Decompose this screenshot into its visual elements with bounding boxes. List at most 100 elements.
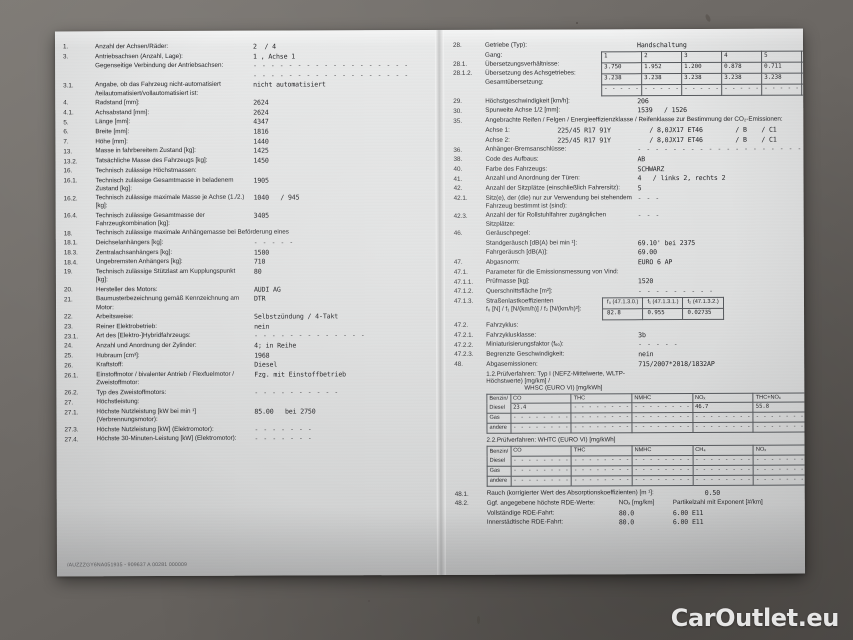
spec-value: SCHWARZ [637,164,665,173]
spec-label: Gegenseitige Verbindung der Antriebsachs… [95,62,224,70]
spec-number: 18.3. [63,249,78,257]
spec-row: 27.1. Höchste Nutzleistung [kW bei min ¹]… [64,407,430,425]
emissions-1-cell: - - - - - - - - [753,412,806,423]
road-load-label-row: f₀ [N] / f₁ [N/(km/h)] / f₂ [N/(km/h)²]: [454,306,602,315]
spec-label: Querschnittsfläche [m²]: [485,287,553,295]
spec-label: Höchste 30-Minuten-Leistung [kW] (Elektr… [96,435,237,443]
emissions-2-row: andere - - - - - - - -- - - - - - - -- - … [487,475,806,487]
spec-number: 4. [63,99,69,107]
spec-value: - - - [637,193,660,202]
tyre-class-value: / C1 [761,135,777,144]
rde-nox-value: 80.0 [618,518,635,527]
spec-row: 46. Geräuschpegel: [454,228,800,238]
spec-number: 38. [453,156,463,164]
gear-number-cell: 5 [761,50,802,62]
emissions-1-row: andere - - - - - - - -- - - - - - - -- - … [486,422,806,434]
spec-number: 48. [454,361,464,369]
spec-row: 16.4. Technisch zulässige Gesamtmasse der… [64,211,430,229]
spec-row: 29. Höchstgeschwindigkeit [km/h]: 206 [453,96,799,106]
spec-value: 206 [637,96,649,105]
spec-number: 1. [63,43,69,51]
emissions-2-cell: - - - - - - - - [571,456,633,467]
spec-row: 42.1. Sitz(e), der (die) nur zur Verwendu… [454,193,800,211]
spec-label: Höchste Nutzleistung [kW bei min ¹] (Ver… [96,408,197,424]
spec-row: 3.1. Angabe, ob das Fahrzeug nicht-automa… [63,80,429,98]
spec-number [454,306,486,307]
emissions-2-section: 2.2.Prüfverfahren: WHTC (EURO VI) [mg/kW… [455,436,806,487]
tyre-axle-label: Achse 2: [485,136,510,144]
spec-value: 1500 [253,248,270,257]
gear-number-cell: 4 [721,50,762,63]
road-load-table: f₀ (47.1.3.0.) f₁ (47.1.3.1.) f₂ (47.1.3.2… [602,297,724,321]
spec-value: 1539 / 1526 [637,106,687,115]
spec-row: 36. Anhänger-Bremsanschlüsse: - - - - - - … [453,145,802,155]
spec-number [454,239,486,240]
spec-row: 30. Spurweite Achse 1/2 [mm]: 1539 / 1526 [453,106,799,116]
spec-value: - - - - - - - - - - - - - - - - - - [253,61,409,71]
spec-row: 4. Radstand [mm]: 2624 [63,98,429,108]
gear-ratio-table: 123456- - - - -- - - - -- - - - -3.7501.… [601,50,806,96]
gear-table-row: - - - - -- - - - -- - - - -- - - - -- - … [601,83,806,96]
spec-row: 47.1. Parameter für die Emissionsmessung … [454,267,800,277]
spec-number: 47.2.1. [454,331,474,340]
total-ratio-cell: - - - - - [641,84,682,96]
road-load-header-row: f₀ (47.1.3.0.) f₁ (47.1.3.1.) f₂ (47.1.3.2… [602,297,724,309]
coc-document-sheet: 1. Anzahl der Achsen/Räder: 2 / 4 3. Antrieb… [54,28,806,577]
emissions-2-header-cell: NOₓ [753,445,806,456]
spec-label: Fahrzyklusklasse: [486,331,537,339]
spec-number: 13. [63,148,73,156]
spec-number: 16.2. [63,194,78,202]
spec-label: Hersteller des Motors: [95,285,158,293]
emissions-1-cell: - - - - - - - - [571,423,633,434]
road-load-value-cell: 0.955 [642,308,684,320]
spec-number [63,63,95,64]
final-drive-cell: 3.238 [721,72,762,85]
spec-value: - - - [637,211,660,220]
emissions-1-header-cell: CO [510,393,572,404]
total-ratio-cell: - - - - - [761,83,802,95]
spec-number: 47. [453,259,463,267]
spec-number: 29. [453,97,463,106]
spec-row: 26.1. Einstoffmotor / bivalenter Antrieb … [64,370,430,388]
spec-value: 1440 [253,137,269,146]
spec-value: 1 , Achse 1 [253,52,296,61]
rim-size-value: / 8,0JX17 ET46 [649,135,703,144]
spec-number: 23.1. [64,333,79,341]
spec-label: Reiner Elektrobetrieb: [96,322,158,330]
spec-number: 35. [453,117,463,125]
rde-row-label: Vollständige RDE-Fahrt: [486,509,555,517]
spec-value: 69.00 [637,248,657,257]
spec-number: 47.1.2. [453,288,474,296]
spec-number: 42.1. [453,194,468,203]
spec-number [453,127,485,128]
spec-value: 1450 [253,156,269,165]
spec-value: 3b [638,330,646,339]
spec-label: Höchste Nutzleistung [kW] (Elektromotor)… [96,425,214,434]
spec-number: 25. [64,352,73,360]
gear-label-number [453,79,485,80]
emissions-1-header-cell: NMHC [631,392,693,404]
total-ratio-cell: - - - - - [721,83,762,96]
spec-label: Zentralachsanhängers [kg]: [95,248,173,256]
spec-number [63,72,95,73]
tyre-axle-row: Achse 2: 225/45 R17 91Y / 8,0JX17 ET46 / B /… [453,135,799,145]
spec-value: - - - - - - - - - - - - - [254,331,366,341]
spec-number: 7. [63,138,69,146]
spec-row: 3. Antriebsachsen (Anzahl, Lage): 1 , Achs… [63,52,429,62]
spec-row: 26. Kraftstoff: Diesel [64,360,430,370]
spec-value: 3405 [253,211,269,220]
spec-value: Handschaltung [636,41,687,50]
road-load-header-cell: f₁ (47.1.3.1.) [642,297,683,309]
emissions-1-rowlabel: andere [486,423,511,434]
spec-number: 47.1.3. [453,297,474,306]
spec-value: 4; in Reihe [254,341,297,350]
spec-value: - - - - - [638,340,679,349]
rde-row-label: Innerstädtische RDE-Fahrt: [486,518,564,527]
spec-number: 16.1. [63,177,78,185]
emissions-2-cell: - - - - - - - - [692,465,754,476]
road-load-value-row: 82.8 0.955 0.02735 [602,308,724,320]
spec-value: - - - - - - - [254,425,313,434]
